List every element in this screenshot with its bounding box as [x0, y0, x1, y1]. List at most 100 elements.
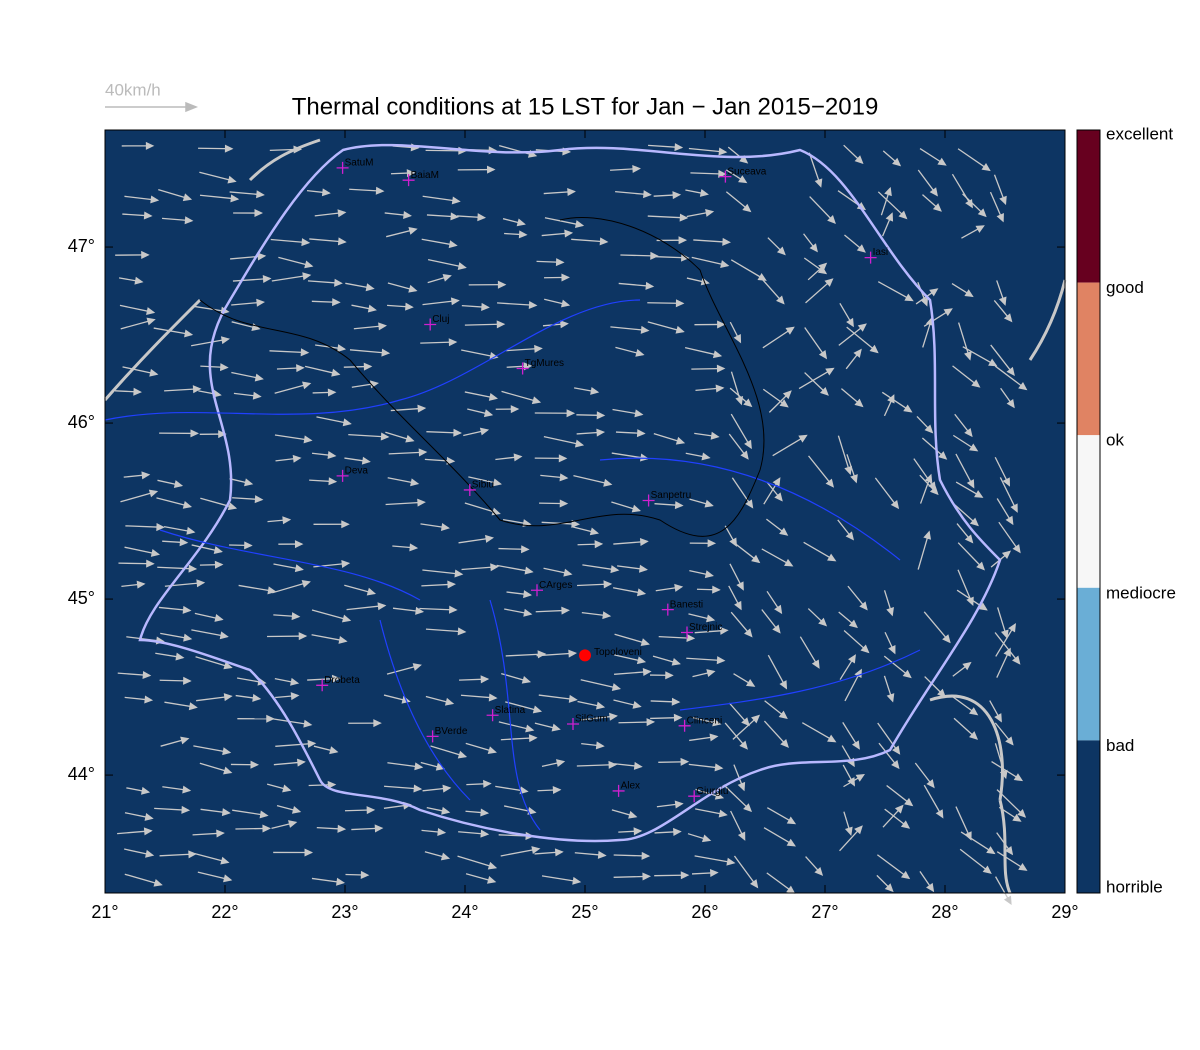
arrow-head: [744, 628, 753, 638]
arrow-head: [480, 675, 490, 684]
arrow-head: [403, 210, 412, 219]
city-marker: [336, 469, 349, 482]
arrow-head: [492, 478, 502, 487]
wind-arrow: [688, 613, 716, 623]
wind-arrow: [614, 668, 652, 677]
wind-arrow: [882, 150, 902, 167]
city-marker: [316, 679, 329, 692]
arrow-head: [133, 387, 142, 396]
wind-arrow: [956, 523, 974, 544]
wind-arrow: [763, 720, 789, 748]
wind-arrow: [728, 585, 742, 611]
wind-arrow: [534, 454, 568, 463]
wind-arrow: [801, 722, 837, 743]
arrow-head: [153, 878, 163, 887]
arrow-head: [457, 627, 467, 636]
wind-arrow: [952, 434, 979, 452]
wind-arrow: [273, 612, 301, 621]
arrow-head: [329, 746, 339, 755]
wind-arrow: [614, 633, 650, 646]
arrow-head: [307, 739, 317, 748]
arrow-head: [408, 284, 418, 293]
city-label: SilGum: [575, 714, 608, 725]
wind-arrow: [267, 632, 308, 641]
wind-arrow: [536, 258, 565, 267]
arrow-head: [772, 477, 781, 487]
arrow-head: [825, 478, 835, 488]
arrow-head: [1005, 515, 1014, 526]
arrow-head: [643, 190, 652, 199]
wind-arrow: [271, 820, 298, 829]
wind-arrow: [613, 699, 642, 709]
wind-arrow: [163, 526, 196, 535]
wind-arrow: [159, 429, 199, 438]
arrow-head: [1006, 366, 1015, 377]
wind-arrow: [122, 211, 153, 220]
wind-arrow: [458, 829, 490, 838]
arrow-head: [751, 554, 761, 564]
wind-arrow: [119, 304, 156, 315]
wind-arrow: [1000, 387, 1015, 409]
wind-arrow: [544, 217, 585, 228]
arrow-head: [937, 157, 947, 166]
arrow-head: [561, 273, 570, 282]
wind-arrow: [460, 693, 498, 702]
wind-arrow: [955, 481, 984, 498]
arrow-head: [737, 831, 746, 841]
arrow-head: [850, 474, 858, 484]
map-area: [105, 130, 1065, 893]
wind-arrow: [691, 364, 726, 373]
arrow-head: [296, 758, 306, 767]
arrow-head: [377, 602, 387, 611]
wind-arrow: [276, 364, 305, 373]
arrow-head: [844, 826, 853, 836]
arrow-head: [327, 451, 337, 460]
wind-arrow: [957, 148, 991, 172]
arrow-head: [488, 393, 498, 401]
arrow-head: [188, 702, 198, 711]
wind-arrow: [723, 784, 753, 813]
arrow-head: [857, 323, 867, 332]
arrow-head: [978, 602, 988, 611]
arrow-head: [1003, 647, 1011, 657]
wind-arrow: [772, 434, 808, 457]
wind-arrow: [803, 541, 837, 562]
arrow-head: [142, 670, 152, 679]
colorbar-segment: [1077, 740, 1100, 893]
wind-arrow: [953, 717, 979, 740]
arrow-head: [341, 559, 351, 568]
wind-arrow: [316, 824, 347, 833]
wind-arrow: [610, 325, 650, 334]
wind-arrow: [124, 873, 163, 887]
arrow-head: [634, 409, 644, 418]
arrow-head: [223, 661, 233, 670]
city-label: Sanpetru: [651, 490, 692, 501]
wind-arrow: [539, 499, 569, 508]
arrow-head: [845, 531, 855, 541]
arrow-head: [374, 824, 384, 833]
wind-arrow: [159, 676, 192, 685]
wind-arrow: [272, 580, 311, 594]
wind-arrow: [960, 831, 996, 855]
arrow-head: [741, 717, 750, 727]
wind-arrow: [534, 722, 561, 732]
arrow-head: [595, 741, 605, 750]
arrow-head: [290, 692, 300, 701]
wind-arrow: [194, 612, 224, 622]
arrow-head: [447, 580, 456, 589]
arrow-head: [454, 569, 464, 578]
wind-arrow: [124, 546, 160, 557]
arrow-head: [418, 448, 428, 457]
arrow-head: [603, 580, 613, 589]
wind-arrow: [804, 327, 828, 360]
wind-arrow: [506, 362, 533, 371]
wind-arrow: [115, 387, 142, 396]
wind-arrow: [121, 141, 155, 150]
arrow-head: [146, 307, 156, 315]
arrow-head: [196, 579, 206, 588]
city-label: BVerde: [435, 726, 468, 737]
arrow-head: [451, 196, 461, 205]
arrow-head: [448, 605, 458, 614]
wind-arrow: [199, 194, 240, 203]
wind-arrow: [688, 147, 728, 156]
